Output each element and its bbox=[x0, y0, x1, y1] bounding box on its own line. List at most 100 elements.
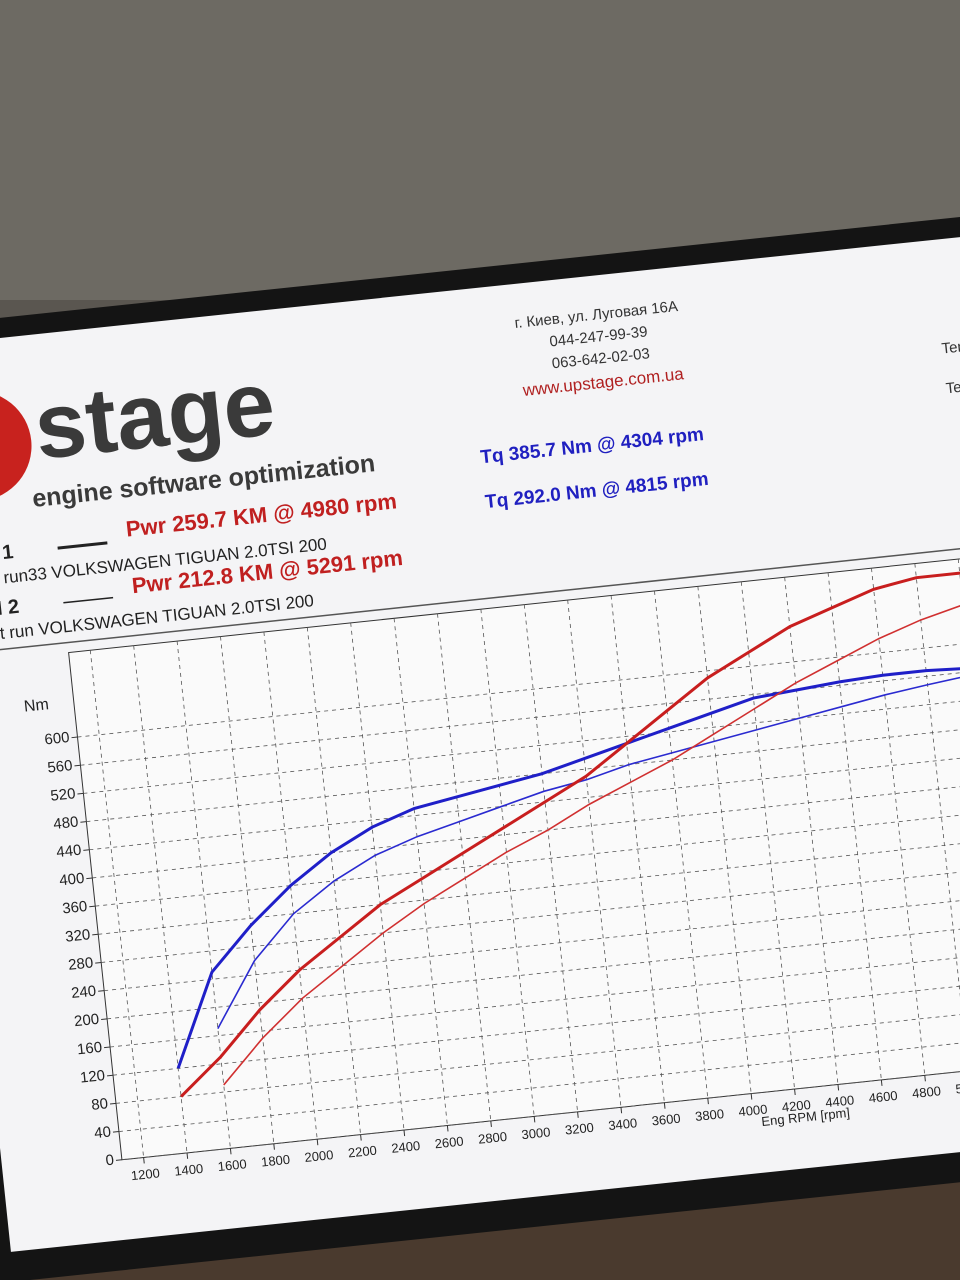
x-tick-label: 2600 bbox=[434, 1133, 464, 1151]
grid-line bbox=[871, 568, 926, 1076]
tick-mark bbox=[112, 1131, 120, 1133]
tick-mark bbox=[92, 933, 99, 936]
tick-mark bbox=[360, 1134, 362, 1141]
x-tick-label: 4000 bbox=[738, 1101, 768, 1119]
x-tick-label: 4600 bbox=[868, 1088, 898, 1106]
grid-line bbox=[263, 631, 318, 1140]
x-tick-label: 3600 bbox=[651, 1111, 681, 1129]
tick-mark bbox=[143, 1157, 145, 1164]
x-tick-label: 1200 bbox=[130, 1165, 160, 1183]
x-tick-label: 2800 bbox=[477, 1129, 507, 1147]
grid-line bbox=[306, 627, 361, 1135]
grid-line bbox=[567, 600, 622, 1108]
temp-label: Temp bbox=[945, 377, 960, 398]
tick-mark bbox=[533, 1116, 536, 1123]
grid-line bbox=[827, 572, 882, 1080]
grid-line bbox=[86, 720, 960, 822]
tick-mark bbox=[750, 1093, 753, 1100]
grid-line bbox=[95, 805, 960, 907]
y-tick-label: 320 bbox=[64, 926, 91, 946]
tick-mark bbox=[89, 905, 96, 908]
x-tick-label: 2400 bbox=[391, 1138, 421, 1156]
run-label: UN 1 bbox=[0, 541, 15, 568]
x-tick-label: 1400 bbox=[174, 1161, 204, 1179]
tick-mark bbox=[186, 1152, 189, 1159]
tick-mark bbox=[924, 1075, 926, 1082]
grid-line bbox=[437, 613, 492, 1122]
tick-mark bbox=[80, 821, 87, 823]
grid-line bbox=[176, 641, 231, 1149]
y-tick-label: 360 bbox=[61, 898, 88, 918]
series-line bbox=[223, 592, 960, 1086]
grid-line bbox=[480, 609, 535, 1117]
tick-mark bbox=[663, 1102, 666, 1109]
plot-area bbox=[68, 551, 960, 1161]
y-tick-label: 240 bbox=[70, 983, 97, 1003]
grid-line bbox=[121, 1058, 960, 1161]
tick-mark bbox=[107, 1074, 114, 1077]
grid-line bbox=[89, 650, 145, 1158]
x-tick-label: 3400 bbox=[608, 1115, 638, 1133]
y-tick-label: 80 bbox=[90, 1095, 108, 1114]
tick-mark bbox=[577, 1111, 579, 1118]
tick-mark bbox=[104, 1046, 111, 1049]
y-tick-label: 560 bbox=[47, 757, 74, 777]
run-label: UN 2 bbox=[0, 596, 20, 623]
grid-line bbox=[523, 604, 578, 1112]
tick-mark bbox=[837, 1084, 840, 1091]
grid-line bbox=[77, 636, 960, 738]
tick-mark bbox=[403, 1130, 406, 1137]
tick-mark bbox=[71, 736, 78, 739]
grid-line bbox=[914, 563, 960, 1071]
y-tick-label: 400 bbox=[59, 870, 86, 890]
monitor: stage engine software optimization г. Ки… bbox=[0, 211, 960, 1280]
x-tick-label: 3200 bbox=[564, 1120, 594, 1138]
logo-mark bbox=[0, 391, 32, 502]
y-axis-label: Nm bbox=[23, 696, 50, 716]
y-tick-label: 520 bbox=[50, 785, 77, 805]
x-tick-label: 5000 bbox=[955, 1079, 960, 1097]
divider bbox=[0, 541, 960, 656]
grid-line bbox=[393, 618, 448, 1126]
grid-line bbox=[740, 581, 795, 1090]
series-line bbox=[180, 567, 960, 1098]
tick-mark bbox=[273, 1143, 275, 1150]
y-tick-label: 440 bbox=[56, 842, 83, 862]
tick-mark bbox=[707, 1098, 709, 1105]
x-tick-label: 4200 bbox=[781, 1097, 811, 1115]
y-tick-label: 600 bbox=[44, 729, 71, 749]
y-tick-label: 280 bbox=[67, 954, 94, 974]
x-tick-label: 4400 bbox=[825, 1092, 855, 1110]
tick-mark bbox=[229, 1148, 232, 1155]
y-tick-label: 0 bbox=[105, 1152, 115, 1170]
y-tick-label: 160 bbox=[76, 1039, 103, 1059]
y-tick-label: 120 bbox=[79, 1067, 106, 1087]
x-tick-label: 2000 bbox=[304, 1147, 334, 1165]
logo: stage bbox=[30, 352, 280, 479]
tick-mark bbox=[74, 764, 81, 767]
x-tick-label: 2200 bbox=[347, 1143, 377, 1161]
tick-mark bbox=[95, 961, 102, 964]
grid-line bbox=[89, 749, 960, 851]
x-tick-label: 3000 bbox=[521, 1124, 551, 1142]
tick-mark bbox=[77, 792, 84, 795]
x-tick-label: 1800 bbox=[260, 1152, 290, 1170]
grid-line bbox=[118, 1030, 960, 1132]
tick-mark bbox=[880, 1079, 883, 1086]
series-line bbox=[217, 666, 960, 1029]
series-line bbox=[176, 665, 960, 1069]
grid-line bbox=[350, 622, 405, 1131]
grid-line bbox=[80, 664, 960, 766]
run-line bbox=[63, 596, 114, 604]
temp-label: Temp bbox=[941, 337, 960, 358]
grid-line bbox=[784, 577, 839, 1085]
x-tick-label: 3800 bbox=[694, 1106, 724, 1124]
y-tick-label: 480 bbox=[53, 813, 80, 833]
x-tick-label: 1600 bbox=[217, 1156, 247, 1174]
tick-mark bbox=[620, 1107, 623, 1114]
tick-mark bbox=[446, 1125, 449, 1132]
y-tick-label: 200 bbox=[73, 1011, 100, 1031]
tick-mark bbox=[83, 849, 90, 851]
